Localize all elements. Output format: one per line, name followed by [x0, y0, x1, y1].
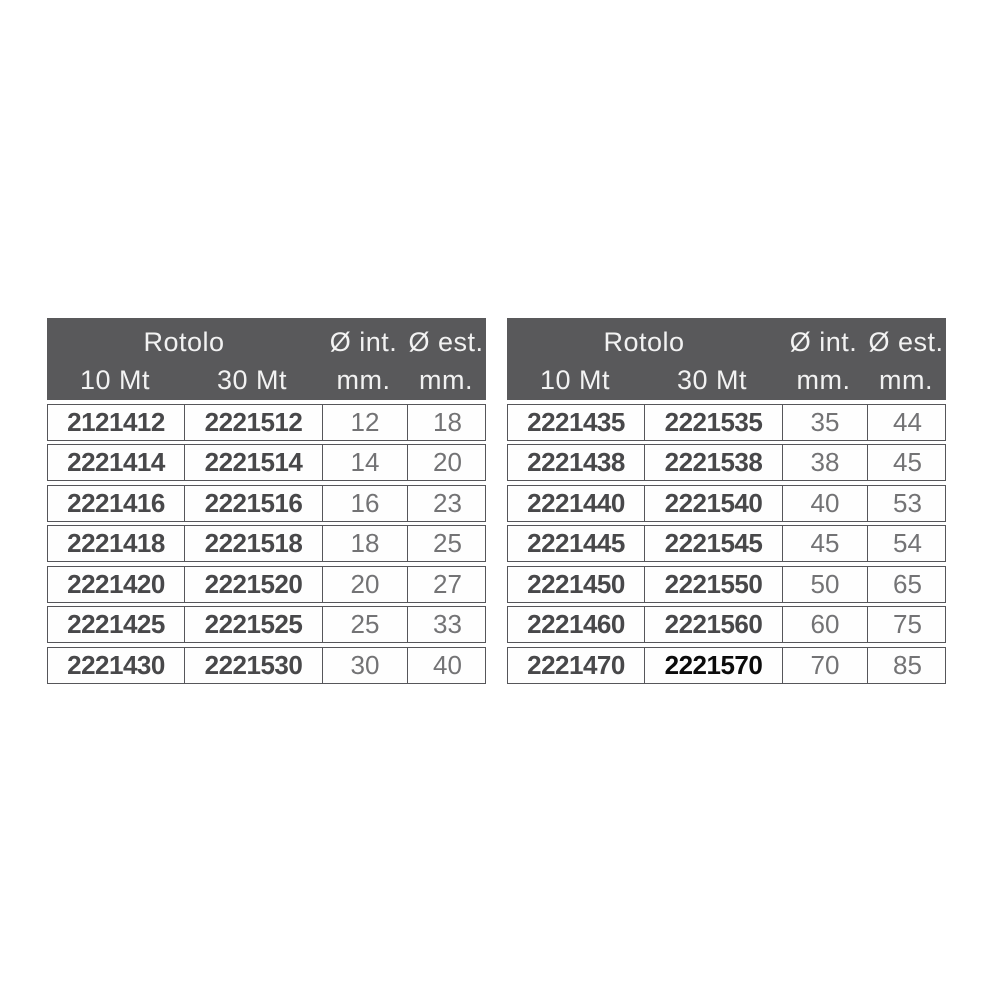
- cell-diam-int: 70: [782, 647, 867, 683]
- header-col-10mt: 10 Mt: [539, 365, 611, 395]
- header-unit-est: mm.: [419, 365, 473, 395]
- cell-diam-int: 40: [782, 485, 867, 521]
- cell-code-30mt: 2221550: [644, 566, 782, 602]
- cell-diam-int: 35: [782, 404, 867, 440]
- table-row: 2221425 2221525 25 33: [47, 606, 486, 643]
- cell-diam-est: 65: [867, 566, 947, 602]
- cell-code-30mt: 2221512: [184, 404, 322, 440]
- cell-diam-est: 75: [867, 607, 947, 642]
- cell-code-30mt: 2221516: [184, 485, 322, 521]
- cell-code-30mt: 2221525: [184, 607, 322, 642]
- table-row: 2221430 2221530 30 40: [47, 646, 487, 684]
- cell-code-30mt: 2221570: [644, 647, 782, 683]
- cell-code-10mt: 2221438: [527, 447, 625, 477]
- cell-diam-int: 38: [782, 445, 867, 480]
- cell-diam-int: 12: [322, 404, 407, 440]
- table-row: 2221440 2221540 40 53: [507, 484, 947, 522]
- header-diam-est: Ø est.: [868, 327, 944, 357]
- header-diam-est: Ø est.: [408, 327, 484, 357]
- cell-code-30mt: 2221518: [184, 526, 322, 561]
- table-row: 2221414 2221514 14 20: [47, 444, 486, 481]
- cell-code-10mt: 2221414: [67, 447, 165, 477]
- cell-code-30mt: 2221545: [644, 526, 782, 561]
- header-col-10mt: 10 Mt: [79, 365, 151, 395]
- cell-diam-int: 16: [322, 485, 407, 521]
- table-row: 2121412 2221512 12 18: [47, 403, 487, 441]
- cell-diam-int: 50: [782, 566, 867, 602]
- table-row: 2221445 2221545 45 54: [507, 525, 946, 562]
- cell-diam-est: 20: [407, 445, 487, 480]
- table-row: 2221450 2221550 50 65: [507, 565, 947, 603]
- cell-code-30mt: 2221514: [184, 445, 322, 480]
- table-row: 2221438 2221538 38 45: [507, 444, 946, 481]
- table-row: 2221460 2221560 60 75: [507, 606, 946, 643]
- cell-code-30mt: 2221520: [184, 566, 322, 602]
- spec-table-left: Rotolo Ø int. Ø est. 10 Mt 30 Mt mm. mm.…: [47, 318, 486, 684]
- cell-code-30mt: 2221538: [644, 445, 782, 480]
- cell-diam-est: 25: [407, 526, 487, 561]
- table-body: 2121412 2221512 12 18 2221414 2221514 14…: [47, 403, 487, 684]
- header-col-30mt: 30 Mt: [676, 365, 748, 395]
- cell-diam-int: 25: [322, 607, 407, 642]
- cell-code-10mt: 2221435: [527, 406, 625, 437]
- header-rotolo: Rotolo: [603, 327, 685, 357]
- cell-diam-est: 53: [867, 485, 947, 521]
- cell-code-10mt: 2221430: [67, 649, 165, 680]
- cell-diam-est: 85: [867, 647, 947, 683]
- table-header: Rotolo Ø int. Ø est. 10 Mt 30 Mt mm. mm.: [507, 318, 946, 400]
- table-row: 2221420 2221520 20 27: [47, 565, 487, 603]
- cell-code-30mt: 2221560: [644, 607, 782, 642]
- table-row: 2221470 2221570 70 85: [507, 646, 947, 684]
- cell-diam-int: 14: [322, 445, 407, 480]
- cell-diam-int: 30: [322, 647, 407, 683]
- header-unit-int: mm.: [336, 365, 391, 395]
- cell-diam-est: 54: [867, 526, 947, 561]
- cell-code-30mt: 2221540: [644, 485, 782, 521]
- cell-diam-est: 45: [867, 445, 947, 480]
- table-header: Rotolo Ø int. Ø est. 10 Mt 30 Mt mm. mm.: [47, 318, 486, 400]
- cell-diam-int: 18: [322, 526, 407, 561]
- cell-code-10mt: 2221460: [527, 609, 625, 639]
- cell-code-10mt: 2221440: [527, 487, 625, 518]
- cell-code-10mt: 2221420: [67, 568, 165, 599]
- header-diam-int: Ø int.: [789, 327, 858, 357]
- table-body: 2221435 2221535 35 44 2221438 2221538 38…: [507, 403, 947, 684]
- cell-code-10mt: 2221418: [67, 528, 165, 558]
- header-col-30mt: 30 Mt: [216, 365, 288, 395]
- cell-diam-int: 45: [782, 526, 867, 561]
- header-diam-int: Ø int.: [329, 327, 398, 357]
- cell-diam-est: 23: [407, 485, 487, 521]
- cell-code-30mt: 2221535: [644, 404, 782, 440]
- cell-diam-est: 33: [407, 607, 487, 642]
- cell-code-10mt: 2221450: [527, 568, 625, 599]
- table-row: 2221418 2221518 18 25: [47, 525, 486, 562]
- cell-code-10mt: 2221416: [67, 487, 165, 518]
- header-unit-int: mm.: [796, 365, 851, 395]
- table-row: 2221435 2221535 35 44: [507, 403, 947, 441]
- cell-diam-est: 27: [407, 566, 487, 602]
- cell-diam-int: 20: [322, 566, 407, 602]
- cell-code-10mt: 2221445: [527, 528, 625, 558]
- cell-diam-est: 40: [407, 647, 487, 683]
- cell-diam-int: 60: [782, 607, 867, 642]
- spec-tables-container: Rotolo Ø int. Ø est. 10 Mt 30 Mt mm. mm.…: [47, 318, 946, 684]
- cell-diam-est: 44: [867, 404, 947, 440]
- cell-code-10mt: 2121412: [67, 406, 165, 437]
- cell-code-10mt: 2221425: [67, 609, 165, 639]
- cell-diam-est: 18: [407, 404, 487, 440]
- cell-code-30mt: 2221530: [184, 647, 322, 683]
- spec-table-right: Rotolo Ø int. Ø est. 10 Mt 30 Mt mm. mm.…: [507, 318, 946, 684]
- table-row: 2221416 2221516 16 23: [47, 484, 487, 522]
- header-unit-est: mm.: [879, 365, 933, 395]
- cell-code-10mt: 2221470: [527, 649, 625, 680]
- header-rotolo: Rotolo: [143, 327, 225, 357]
